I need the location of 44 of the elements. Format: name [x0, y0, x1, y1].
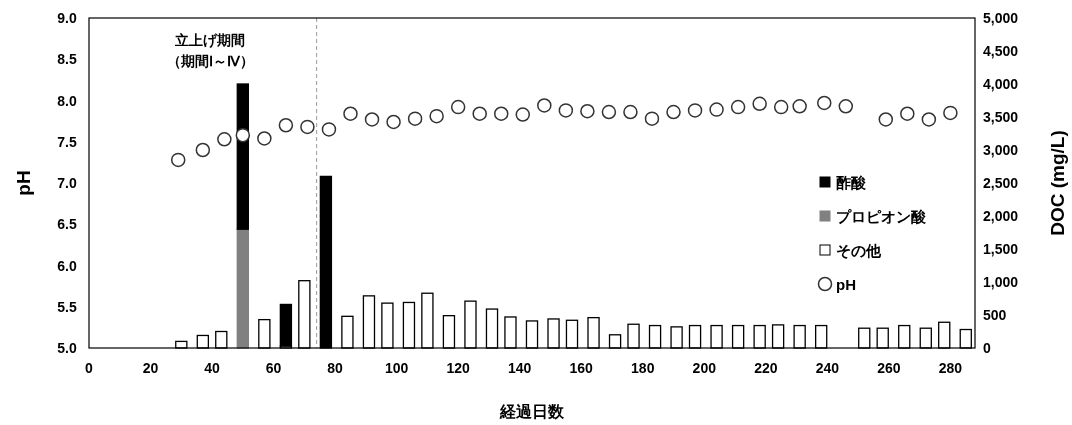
- legend-label: 酢酸: [836, 174, 867, 191]
- y2-tick-label: 1,000: [983, 274, 1019, 290]
- y2-axis-title: DOC (mg/L): [1047, 130, 1068, 236]
- x-tick-label: 100: [384, 360, 409, 376]
- x-tick-label: 140: [508, 360, 532, 376]
- x-tick-label: 160: [569, 360, 594, 376]
- y-tick-label: 9.0: [57, 10, 77, 26]
- y2-tick-label: 3,500: [983, 109, 1019, 125]
- y2-tick-label: 2,500: [983, 175, 1019, 191]
- y2-tick-label: 5,000: [983, 10, 1019, 26]
- x-tick-label: 60: [265, 360, 282, 376]
- legend-label: プロピオン酸: [836, 208, 927, 225]
- annotation: （期間Ⅰ～Ⅳ）: [166, 53, 254, 69]
- x-tick-label: 0: [85, 360, 94, 376]
- y2-tick-label: 4,500: [983, 43, 1019, 59]
- x-tick-label: 80: [327, 360, 344, 376]
- x-tick-label: 260: [877, 360, 901, 376]
- y2-tick-label: 2,000: [983, 208, 1019, 224]
- y2-tick-label: 500: [983, 307, 1007, 323]
- x-tick-label: 20: [142, 360, 159, 376]
- legend-label: pH: [836, 276, 856, 293]
- x-tick-label: 120: [446, 360, 471, 376]
- x-axis-title: 経過日数: [499, 403, 565, 420]
- y-tick-label: 7.5: [57, 133, 77, 150]
- y-tick-label: 6.0: [57, 257, 77, 274]
- legend-label: その他: [836, 242, 882, 259]
- x-tick-label: 220: [754, 360, 778, 376]
- y-tick-label: 5.0: [57, 340, 77, 356]
- y-axis-title: pH: [13, 170, 34, 196]
- y-tick-label: 8.5: [57, 51, 77, 68]
- annotation: 立上げ期間: [174, 32, 245, 48]
- y-tick-label: 6.5: [57, 216, 77, 233]
- y-tick-label: 8.0: [57, 92, 77, 109]
- x-tick-label: 40: [204, 360, 221, 376]
- y2-tick-label: 4,000: [983, 76, 1019, 92]
- y2-tick-label: 0: [983, 340, 991, 356]
- y-tick-label: 5.5: [57, 298, 77, 315]
- x-tick-label: 200: [692, 360, 717, 376]
- x-tick-label: 280: [938, 360, 963, 376]
- x-tick-label: 180: [631, 360, 655, 376]
- x-tick-label: 240: [815, 360, 840, 376]
- y-tick-label: 7.0: [57, 175, 77, 191]
- y2-tick-label: 1,500: [983, 241, 1019, 257]
- y2-tick-label: 3,000: [983, 142, 1019, 158]
